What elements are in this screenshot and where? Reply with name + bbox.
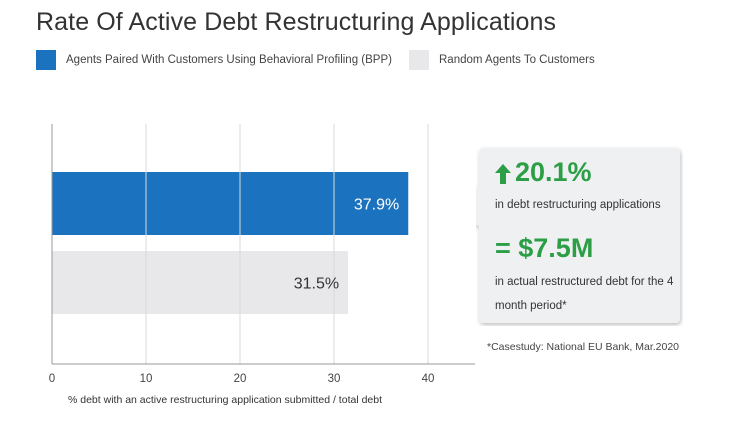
stat-increase-desc: in debt restructuring applications xyxy=(495,199,661,211)
x-tick-label-40: 40 xyxy=(422,373,435,385)
x-tick-label-0: 0 xyxy=(49,373,55,385)
stat-increase: 20.1% xyxy=(495,156,675,188)
legend-swatch-random xyxy=(409,50,429,70)
legend-label-random: Random Agents To Customers xyxy=(439,54,595,66)
bar-bpp xyxy=(52,172,409,235)
bar-value-label-random: 31.5% xyxy=(294,276,339,293)
x-tick-label-20: 20 xyxy=(234,373,247,385)
legend-label-bpp: Agents Paired With Customers Using Behav… xyxy=(66,54,392,66)
x-axis-title: % debt with an active restructuring appl… xyxy=(68,394,382,406)
bar-random xyxy=(52,251,349,314)
stats-callout: 20.1% in debt restructuring applications… xyxy=(476,144,683,326)
x-tick-label-30: 30 xyxy=(328,373,341,385)
stat-amount-desc: in actual restructured debt for the 4 mo… xyxy=(495,276,674,312)
x-tick-label-10: 10 xyxy=(140,373,153,385)
stat-increase-value: 20.1% xyxy=(515,157,592,187)
chart-title: Rate Of Active Debt Restructuring Applic… xyxy=(36,8,557,36)
stat-amount-value: = $7.5M xyxy=(495,233,594,263)
up-arrow-icon xyxy=(495,164,511,184)
legend-item-bpp: Agents Paired With Customers Using Behav… xyxy=(36,50,392,70)
bar-value-label-bpp: 37.9% xyxy=(354,197,399,214)
legend-item-random: Random Agents To Customers xyxy=(409,50,595,70)
legend-swatch-bpp xyxy=(36,50,56,70)
source-note: *Casestudy: National EU Bank, Mar.2020 xyxy=(487,341,680,353)
callout-background xyxy=(476,148,680,323)
